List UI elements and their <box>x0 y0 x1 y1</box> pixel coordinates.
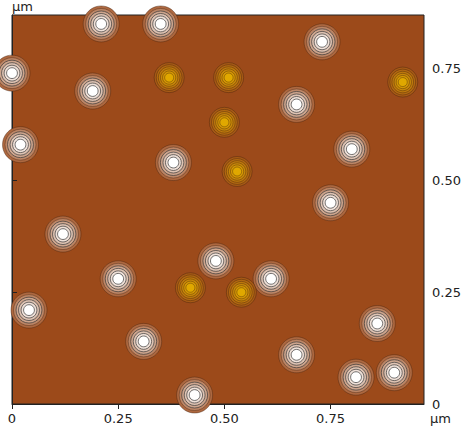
svg-text:µm: µm <box>12 0 33 14</box>
svg-text:0: 0 <box>432 397 440 412</box>
svg-text:0.50: 0.50 <box>210 411 239 426</box>
svg-text:0.75: 0.75 <box>316 411 345 426</box>
svg-text:0.50: 0.50 <box>432 173 461 188</box>
svg-text:µm: µm <box>430 411 451 426</box>
svg-text:0.25: 0.25 <box>432 285 461 300</box>
svg-text:0.75: 0.75 <box>432 61 461 76</box>
svg-text:0.25: 0.25 <box>104 411 133 426</box>
svg-text:0: 0 <box>8 411 16 426</box>
